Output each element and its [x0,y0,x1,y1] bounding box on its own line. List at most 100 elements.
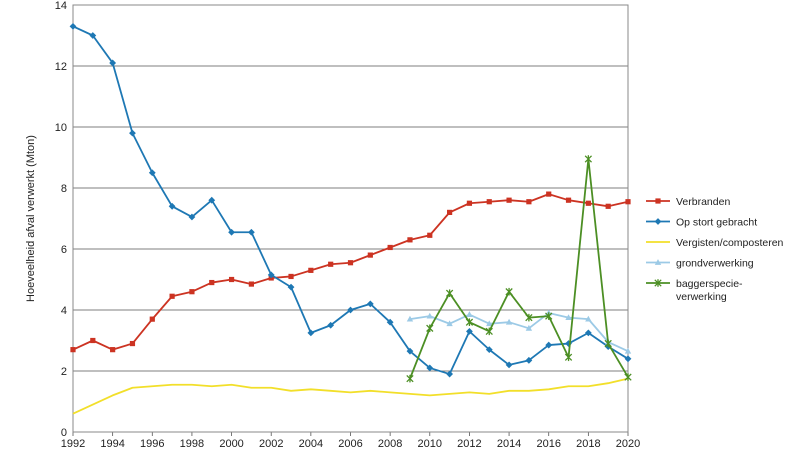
data-point [447,209,453,215]
x-tick-label: 2002 [259,438,283,450]
series-4 [406,309,632,354]
data-point [545,312,553,320]
data-point [70,347,76,353]
data-point [654,259,662,265]
data-point [565,314,572,321]
data-point [366,300,374,308]
data-point [426,324,434,333]
data-point [426,364,434,372]
legend-label: Op stort gebracht [676,217,757,229]
data-point [387,244,393,251]
data-point [406,374,414,383]
y-tick-label: 10 [55,122,67,134]
x-tick-label: 2006 [338,438,362,450]
data-point [427,232,433,238]
data-point [485,327,493,336]
legend-item: Verbranden [646,196,730,208]
data-point [466,200,473,206]
data-point [605,203,611,209]
series-line [72,377,629,415]
data-point [109,59,117,67]
x-tick-label: 2010 [418,438,442,450]
legend-item: Op stort gebracht [646,217,757,229]
data-point [525,356,533,364]
data-point [406,315,414,322]
data-point [367,252,373,258]
data-point [288,273,294,280]
data-point [287,283,295,291]
data-point [110,347,116,353]
legend-item: baggerspecie-verwerking [646,278,743,303]
data-point [585,200,591,206]
legend-label: grondverwerking [676,258,754,270]
data-point [624,373,632,381]
data-point [327,321,335,329]
data-point [208,196,216,204]
data-point [604,339,612,348]
data-point [526,199,532,205]
data-point [248,281,254,287]
data-point [585,315,592,322]
x-tick-label: 2020 [616,438,640,450]
data-point [465,318,474,326]
y-tick-label: 12 [55,61,67,73]
data-point [89,32,97,39]
data-point [308,267,314,273]
data-point [505,318,513,325]
data-point [209,279,215,286]
data-point [546,191,552,197]
data-point [386,318,394,326]
data-point [169,293,175,299]
series-line [409,312,629,352]
legend-label: baggerspecie- [676,278,743,290]
data-point [307,329,315,337]
data-point [624,355,632,363]
y-tick-label: 8 [61,183,67,195]
data-point [189,289,195,295]
series-line [72,193,629,351]
data-point [565,197,572,203]
data-point [347,260,354,266]
legend-item: grondverwerking [646,258,754,270]
data-point [129,129,136,137]
legend-item: Vergisten/composteren [646,237,784,249]
data-point [505,361,513,369]
x-tick-label: 2016 [536,438,560,450]
y-tick-label: 0 [61,427,67,439]
series-line [409,158,629,379]
x-tick-label: 2000 [219,438,243,450]
data-point [446,320,453,327]
data-point [148,169,156,177]
y-tick-label: 2 [61,366,67,378]
data-point [525,324,533,331]
data-point [228,276,235,283]
data-point [69,22,77,30]
series-3 [72,377,629,415]
series-1 [70,191,631,353]
data-point [426,312,433,319]
y-axis-ticks: 0 2 4 6 8 10 12 14 [55,0,67,439]
data-point [564,353,573,362]
series-2 [69,22,632,378]
legend: Verbranden Op stort gebracht Vergisten/com… [646,196,784,303]
data-point [466,311,473,317]
data-point [655,198,661,204]
data-point [505,287,513,296]
y-tick-label: 6 [61,244,67,256]
data-point [347,306,354,314]
data-point [149,316,155,322]
legend-label: Verbranden [676,196,730,208]
data-point [446,370,454,378]
legend-label: verwerking [676,291,727,303]
data-point [625,199,631,205]
series-group [69,22,632,415]
y-tick-label: 4 [61,305,67,317]
data-point [624,347,632,354]
data-point [584,329,592,337]
x-tick-label: 1998 [180,438,204,450]
data-point [654,279,662,287]
data-point [584,155,593,163]
data-point [328,261,334,267]
data-point [188,213,196,221]
